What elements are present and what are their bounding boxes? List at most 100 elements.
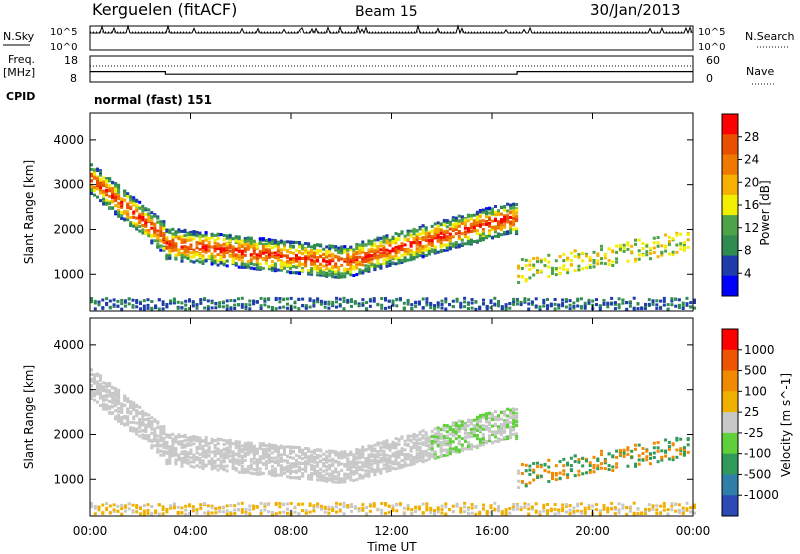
velocity-cell-1411 xyxy=(391,467,395,470)
power-cell-745 xyxy=(249,259,253,263)
velocity-cell-1103 xyxy=(325,457,329,461)
power-cell-271 xyxy=(147,218,151,222)
power-cell-1186 xyxy=(343,249,347,253)
power-cell-2008 xyxy=(112,303,116,307)
power-cell-122 xyxy=(114,192,118,196)
velocity-cell-1441 xyxy=(397,451,401,455)
velocity-cell-364 xyxy=(168,448,172,452)
power-cell-741 xyxy=(246,247,250,251)
velocity-cell-823 xyxy=(264,453,268,457)
velocity-cell-846 xyxy=(270,460,274,463)
velocity-cell-1985 xyxy=(515,416,519,420)
velocity-cell-386 xyxy=(171,450,175,454)
freq-panel-frame xyxy=(89,55,694,83)
velocity-cell-203 xyxy=(132,403,136,406)
velocity-cell-1942 xyxy=(506,420,510,424)
velocity-cell-125 xyxy=(114,404,118,408)
power-cell-2277 xyxy=(451,299,455,303)
power-cell-2631 xyxy=(667,242,671,246)
velocity-cell-1446 xyxy=(400,449,404,453)
velocity-cell-726 xyxy=(243,458,247,462)
power-cell-2489 xyxy=(532,273,536,277)
power-cell-2417 xyxy=(628,304,632,308)
power-cell-2454 xyxy=(674,304,678,308)
power-cell-523 xyxy=(201,258,205,262)
power-cell-1310 xyxy=(370,254,374,258)
power-cell-352 xyxy=(165,241,169,245)
power-cell-679 xyxy=(234,235,238,239)
velocity-cell-1947 xyxy=(509,428,513,432)
velocity-cell-260 xyxy=(144,418,148,421)
power-cell-1907 xyxy=(500,228,503,232)
power-cell-2221 xyxy=(380,306,384,310)
power-cell-2102 xyxy=(233,303,237,307)
power-cell-1804 xyxy=(475,212,479,216)
power-cell-2264 xyxy=(436,305,440,309)
power-cell-2530 xyxy=(569,263,573,267)
power-cell-860 xyxy=(273,251,277,255)
velocity-cell-279 xyxy=(147,421,151,425)
velocity-cell-616 xyxy=(222,443,226,446)
power-cell-1213 xyxy=(349,270,353,274)
power-cell-1705 xyxy=(454,245,458,249)
velocity-cell-2064 xyxy=(184,512,188,516)
power-cell-2358 xyxy=(553,302,557,306)
power-cell-2203 xyxy=(357,304,361,308)
velocity-cell-1928 xyxy=(503,423,507,427)
velocity-cell-1929 xyxy=(503,420,507,424)
power-cell-84 xyxy=(108,194,112,198)
velocity-cell-1380 xyxy=(385,444,389,448)
power-cell-1425 xyxy=(394,248,398,252)
power-cell-1478 xyxy=(406,248,410,252)
power-cell-346 xyxy=(162,241,166,245)
power-cell-205 xyxy=(132,199,136,203)
power-cell-1701 xyxy=(454,219,458,223)
velocity-cell-824 xyxy=(264,444,268,447)
velocity-cell-110 xyxy=(111,400,115,404)
power-cell-348 xyxy=(162,220,166,224)
velocity-cell-1816 xyxy=(478,415,482,419)
velocity-cell-755 xyxy=(249,444,253,448)
power-cell-698 xyxy=(237,242,241,246)
power-cell-2465 xyxy=(689,301,693,305)
power-cell-2375 xyxy=(576,304,580,308)
power-cell-1033 xyxy=(310,251,314,255)
power-cell-25 xyxy=(93,172,96,176)
velocity-cell-665 xyxy=(231,462,235,466)
power-cell-1616 xyxy=(436,224,440,228)
velocity-cell-2070 xyxy=(191,505,195,509)
power-cell-1417 xyxy=(394,241,398,245)
velocity-cell-229 xyxy=(138,417,142,421)
power-cell-1762 xyxy=(466,239,470,243)
power-cell-1224 xyxy=(352,267,356,271)
power-cell-1605 xyxy=(433,245,437,249)
power-cell-2471 xyxy=(517,264,521,268)
power-cell-1076 xyxy=(319,262,323,266)
power-colorbar-band-1 xyxy=(722,134,738,155)
velocity-cell-1177 xyxy=(343,452,347,456)
power-cell-321 xyxy=(156,235,160,239)
power-cell-2160 xyxy=(304,304,308,308)
velocity-cell-1986 xyxy=(515,435,519,439)
velocity-cell-1551 xyxy=(421,429,425,433)
power-cell-620 xyxy=(222,255,226,258)
power-cell-1631 xyxy=(439,235,443,239)
power-cell-2012 xyxy=(120,298,124,302)
velocity-cell-1290 xyxy=(367,466,371,470)
power-cell-2063 xyxy=(184,303,188,307)
velocity-cell-932 xyxy=(289,449,292,453)
power-cell-2487 xyxy=(532,265,536,269)
power-cell-1772 xyxy=(469,223,473,226)
velocity-cell-2167 xyxy=(312,504,316,508)
power-cell-1292 xyxy=(367,264,371,268)
velocity-cell-1689 xyxy=(451,447,455,451)
power-cell-2386 xyxy=(587,301,591,305)
velocity-cell-1593 xyxy=(430,455,434,459)
velocity-cell-2211 xyxy=(368,502,372,506)
velocity-cell-135 xyxy=(117,419,121,423)
velocity-cell-1326 xyxy=(373,470,377,474)
power-cell-1254 xyxy=(358,268,362,272)
power-cell-2414 xyxy=(625,307,629,311)
velocity-cell-84 xyxy=(108,399,112,403)
power-cell-542 xyxy=(204,250,208,254)
